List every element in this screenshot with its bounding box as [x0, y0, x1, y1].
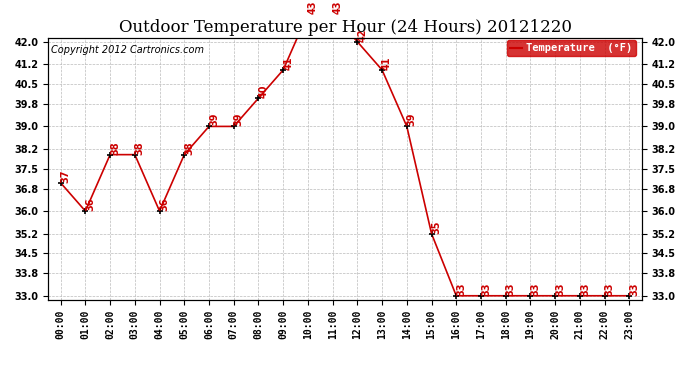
- Text: 36: 36: [159, 198, 170, 211]
- Text: 37: 37: [61, 170, 70, 183]
- Text: 33: 33: [456, 282, 466, 296]
- Text: 42: 42: [357, 28, 367, 42]
- Text: 33: 33: [481, 282, 491, 296]
- Text: 40: 40: [259, 85, 268, 98]
- Text: Copyright 2012 Cartronics.com: Copyright 2012 Cartronics.com: [51, 45, 204, 56]
- Text: 33: 33: [506, 282, 515, 296]
- Text: 33: 33: [580, 282, 590, 296]
- Text: 33: 33: [604, 282, 615, 296]
- Text: 41: 41: [283, 57, 293, 70]
- Text: 39: 39: [407, 113, 417, 126]
- Text: 38: 38: [184, 141, 195, 154]
- Text: 33: 33: [629, 282, 640, 296]
- Text: 38: 38: [135, 141, 145, 154]
- Text: 43: 43: [308, 0, 318, 13]
- Text: 33: 33: [555, 282, 565, 296]
- Text: 38: 38: [110, 141, 120, 154]
- Text: 36: 36: [86, 198, 95, 211]
- Legend: Temperature  (°F): Temperature (°F): [506, 40, 635, 56]
- Text: 39: 39: [209, 113, 219, 126]
- Text: 43: 43: [333, 0, 343, 13]
- Text: 35: 35: [431, 220, 442, 234]
- Text: 39: 39: [234, 113, 244, 126]
- Text: 33: 33: [531, 282, 540, 296]
- Title: Outdoor Temperature per Hour (24 Hours) 20121220: Outdoor Temperature per Hour (24 Hours) …: [119, 19, 571, 36]
- Text: 41: 41: [382, 57, 392, 70]
